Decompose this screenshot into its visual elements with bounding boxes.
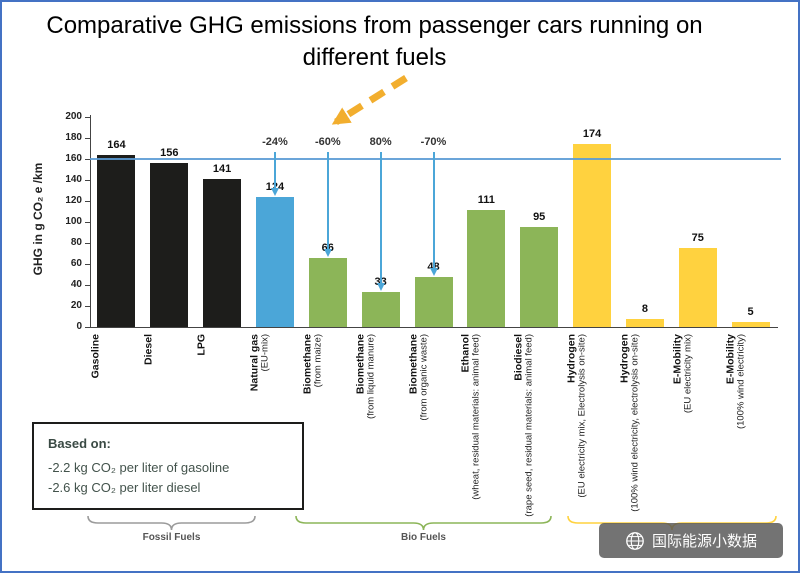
y-tick-label: 180 [65, 132, 82, 143]
bar [150, 163, 189, 327]
group-label: Fossil Fuels [142, 532, 201, 543]
y-tick-label: 60 [70, 258, 82, 269]
reduction-arrow [379, 152, 382, 284]
y-tick-mark [85, 306, 90, 307]
bar-value-label: 95 [533, 211, 546, 224]
bar-value-label: 8 [641, 302, 648, 315]
y-tick-mark [85, 264, 90, 265]
bar-axis-label-text: Hydrogen (EU electricity mix, Electrolysi… [565, 334, 588, 498]
y-tick-mark [85, 327, 90, 328]
bar [414, 276, 453, 327]
bar [97, 154, 136, 327]
bar-axis-label-text: Hydrogen (100% wind electricity, electrol… [618, 334, 641, 512]
y-tick-mark [85, 159, 90, 160]
y-tick-mark [85, 222, 90, 223]
bar-axis-label: Ethanol (wheat, residual materials: anima… [460, 334, 513, 520]
y-tick-mark [85, 117, 90, 118]
reduction-percent-label: 80% [369, 136, 392, 148]
bar-value-label: 111 [477, 194, 495, 207]
bar-axis-label: Biomethane (from liquid manure) [354, 334, 407, 520]
reduction-arrow [432, 152, 435, 268]
bar-axis-label: Biomethane (from organic waste) [407, 334, 460, 520]
chart-title-line2: different fuels [302, 43, 447, 71]
bar-value-label: 75 [691, 232, 704, 245]
bar [625, 318, 664, 327]
bar [467, 210, 506, 327]
bar-axis-label-text: Ethanol (wheat, residual materials: anima… [459, 334, 482, 500]
y-tick-label: 140 [65, 174, 82, 185]
y-tick-label: 0 [76, 321, 82, 332]
y-tick-mark [85, 201, 90, 202]
y-tick-mark [85, 285, 90, 286]
bar-axis-label: Biodiesel (rape seed, residual materials:… [513, 334, 566, 520]
reduction-arrow [326, 152, 329, 249]
bar-value-label: 174 [582, 128, 602, 141]
assumption-gasoline: -2.2 kg CO₂ per liter of gasoline [48, 460, 230, 476]
bar-value-label: 156 [160, 147, 179, 160]
y-tick-label: 120 [65, 195, 82, 206]
reference-line [90, 158, 781, 160]
y-axis-line [90, 115, 91, 328]
y-tick-label: 160 [65, 153, 82, 164]
bar-axis-label-text: Biodiesel (rape seed, residual materials:… [512, 334, 535, 517]
y-axis-title: GHG in g CO₂ e /km [31, 162, 45, 276]
y-tick-label: 200 [65, 111, 82, 122]
bar-axis-label-text: Biomethane (from liquid manure) [354, 334, 377, 419]
reduction-arrow [273, 152, 276, 188]
bar-axis-label: Hydrogen (100% wind electricity, electrol… [618, 334, 671, 520]
globe-icon [626, 531, 644, 550]
y-tick-label: 40 [70, 279, 82, 290]
bar-axis-label: E-Mobility (100% wind electricity) [724, 334, 777, 520]
x-axis-line [90, 327, 778, 328]
bar-value-label: 141 [212, 162, 232, 175]
assumptions-box: Based on: -2.2 kg CO₂ per liter of gasol… [32, 422, 304, 511]
reduction-percent-label: -60% [314, 136, 341, 148]
reduction-arrow-head [323, 248, 332, 257]
y-tick-label: 80 [70, 237, 82, 248]
bar [520, 227, 559, 327]
chart-title-line1: Comparative GHG emissions from passenger… [46, 12, 703, 39]
bar [203, 178, 242, 327]
reduction-arrow-head [429, 267, 438, 276]
bar-axis-label: Hydrogen (EU electricity mix, Electrolysi… [566, 334, 619, 520]
bar [255, 196, 294, 327]
bar [308, 257, 347, 327]
chart-title: Comparative GHG emissions from passenger… [2, 10, 747, 73]
assumption-diesel: -2.6 kg CO₂ per liter diesel [48, 480, 201, 496]
y-tick-label: 20 [70, 300, 82, 311]
bar-value-label: 164 [107, 138, 126, 151]
group-label: Bio Fuels [400, 532, 446, 543]
bar-axis-label-text: Biomethane (from maize) [301, 334, 324, 395]
bar-axis-label: E-Mobility (EU electricity mix) [671, 334, 724, 520]
bar-axis-label: Biomethane (from maize) [301, 334, 354, 520]
y-tick-label: 100 [65, 216, 82, 227]
reduction-percent-label: -24% [262, 136, 288, 148]
bar-axis-label-text: E-Mobility (EU electricity mix) [671, 334, 694, 414]
bar [573, 144, 612, 327]
y-tick-mark [85, 138, 90, 139]
reduction-arrow-head [270, 187, 279, 196]
reduction-percent-label: -70% [420, 136, 447, 148]
bar [678, 248, 717, 327]
watermark-text: 国际能源小数据 [651, 533, 757, 550]
bar-axis-label-text: Biomethane (from organic waste) [407, 334, 430, 421]
assumptions-heading: Based on: [48, 436, 111, 451]
y-tick-mark [85, 180, 90, 181]
watermark-badge: 国际能源小数据 [599, 523, 783, 558]
bar-value-label: 5 [747, 305, 754, 318]
bar [361, 292, 400, 327]
bar [731, 321, 770, 327]
emphasis-arrow-icon [331, 75, 408, 125]
bar-axis-label-text: E-Mobility (100% wind electricity) [724, 334, 747, 430]
reduction-arrow-head [376, 283, 385, 292]
y-tick-mark [85, 243, 90, 244]
